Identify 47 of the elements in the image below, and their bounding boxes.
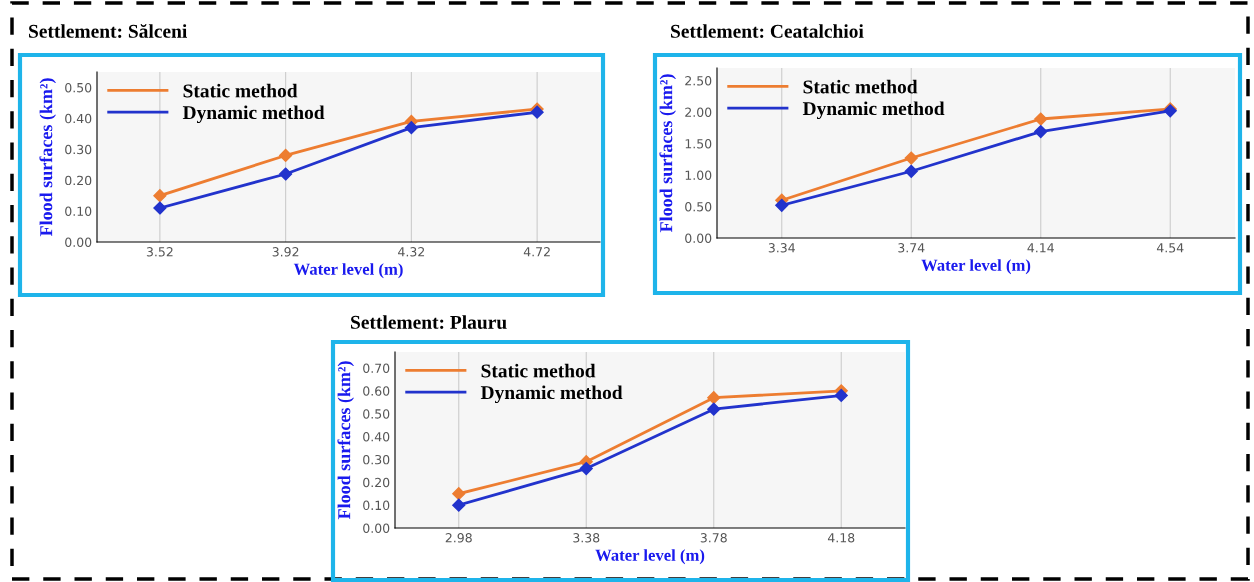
y-tick-label: 0.00 [65, 237, 92, 247]
y-axis-title: Flood surfaces (km²) [39, 78, 56, 237]
legend-label: Static method [183, 83, 298, 98]
x-tick-label: 4.54 [1156, 243, 1184, 253]
y-tick-label: 0.70 [363, 363, 390, 373]
x-tick-label: 2.98 [445, 533, 472, 543]
legend-label: Dynamic method [802, 101, 945, 120]
legend-label: Dynamic method [480, 385, 623, 404]
x-tick-label: 4.18 [827, 533, 855, 543]
x-axis-title: Water level (m) [293, 263, 403, 279]
chart-title: Settlement: Ceatalchioi [671, 24, 864, 38]
x-tick-label: 3.52 [146, 247, 173, 257]
y-tick-label: 0.30 [65, 144, 92, 155]
y-tick-label: 0.40 [65, 113, 92, 124]
x-tick-label: 3.74 [898, 243, 925, 253]
y-axis-title: Flood surfaces (km²) [659, 74, 676, 233]
y-tick-label: 0.60 [363, 386, 390, 396]
x-tick-label: 3.92 [272, 247, 299, 257]
y-tick-label: 2.00 [685, 107, 712, 117]
x-tick-label: 4.72 [523, 247, 550, 257]
y-tick-label: 0.00 [685, 233, 712, 243]
y-tick-label: 1.00 [685, 170, 712, 180]
y-tick-label: 0.30 [363, 454, 390, 465]
chart-title: Settlement: Sălceni [29, 23, 188, 38]
y-tick-label: 0.10 [363, 500, 390, 511]
y-tick-label: 0.00 [363, 523, 390, 533]
y-tick-label: 1.50 [685, 139, 712, 149]
y-tick-label: 0.50 [363, 409, 390, 419]
legend-label: Dynamic method [182, 105, 325, 124]
x-tick-label: 4.32 [398, 247, 425, 257]
chart-title: Settlement: Plauru [351, 315, 507, 329]
legend-label: Static method [481, 363, 596, 378]
x-tick-label: 3.78 [700, 533, 727, 543]
y-tick-label: 0.50 [685, 201, 712, 212]
y-tick-label: 2.50 [685, 76, 712, 86]
y-tick-label: 0.40 [363, 432, 390, 442]
y-tick-label: 0.20 [65, 175, 92, 186]
x-axis-title: Water level (m) [921, 259, 1031, 275]
x-tick-label: 3.38 [573, 533, 600, 543]
legend-label: Static method [803, 79, 918, 94]
x-tick-label: 4.14 [1027, 243, 1054, 253]
y-tick-label: 0.10 [65, 206, 92, 217]
y-axis-title: Flood surfaces (km²) [337, 361, 354, 520]
x-tick-label: 3.34 [768, 243, 795, 253]
y-tick-label: 0.50 [65, 82, 92, 93]
y-tick-label: 0.20 [363, 477, 390, 488]
x-axis-title: Water level (m) [595, 549, 705, 565]
